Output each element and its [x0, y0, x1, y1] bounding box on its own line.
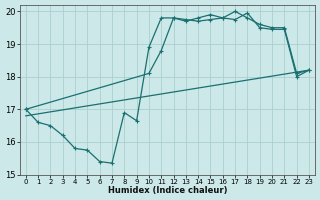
X-axis label: Humidex (Indice chaleur): Humidex (Indice chaleur)	[108, 186, 227, 195]
